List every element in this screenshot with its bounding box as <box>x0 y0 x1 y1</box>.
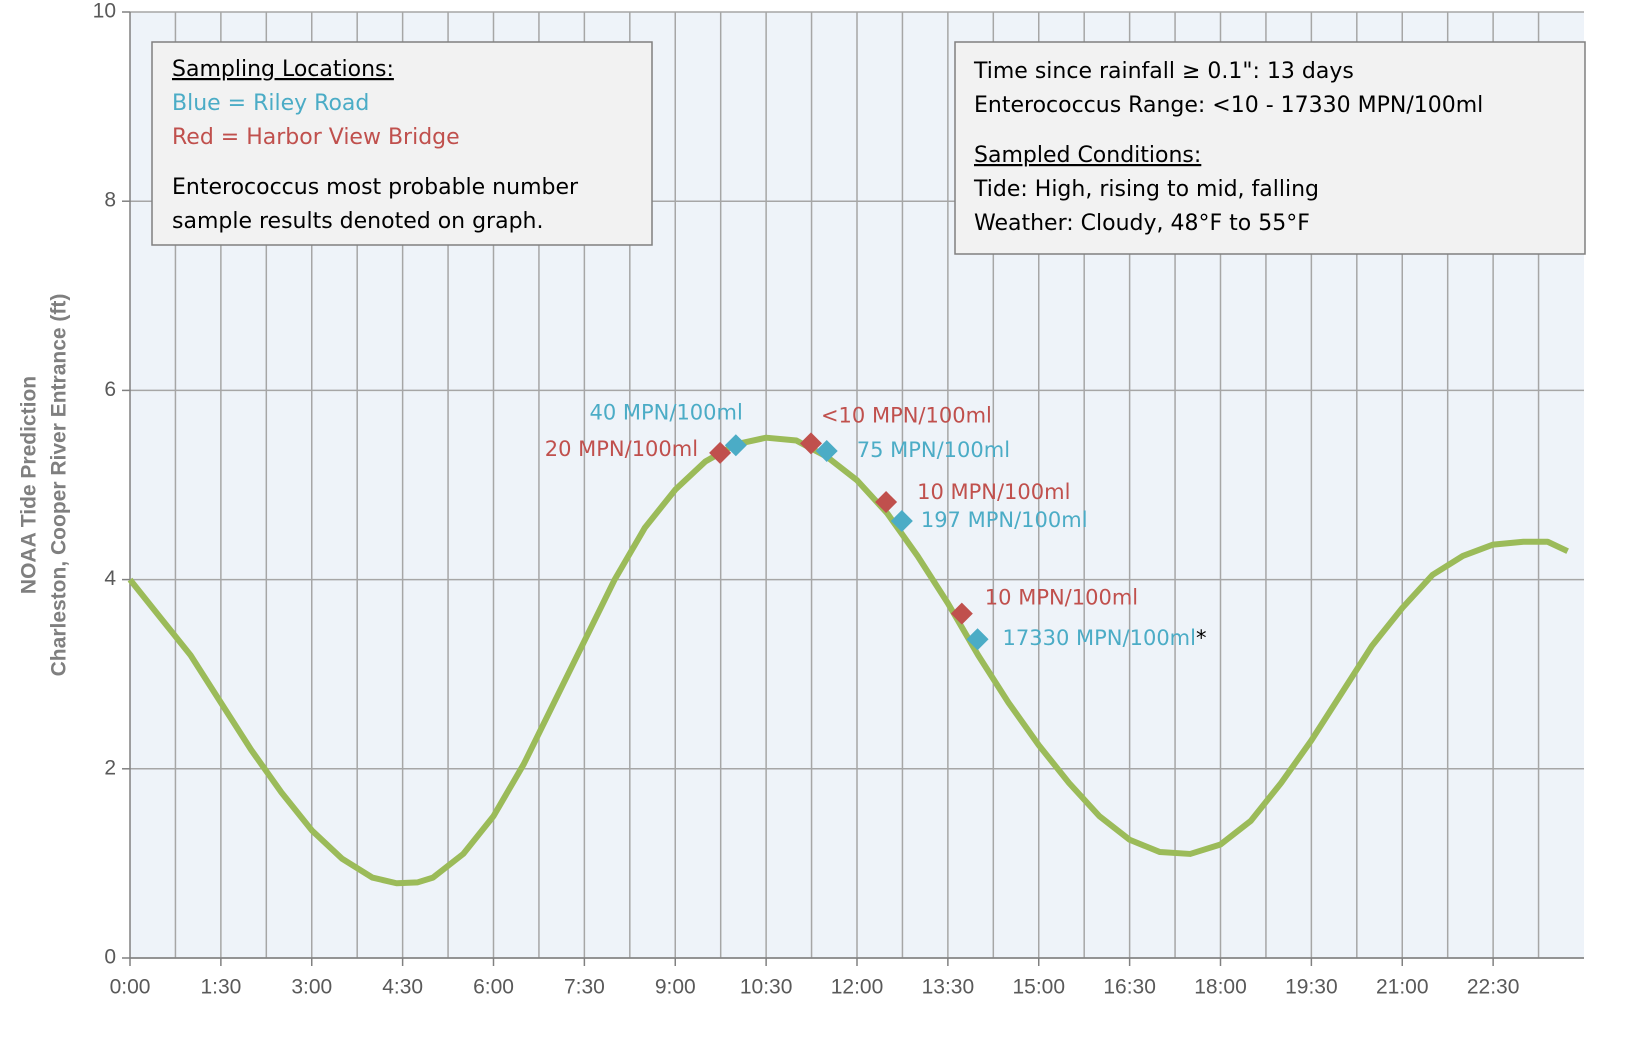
footnote-mark: * <box>1196 626 1207 650</box>
box-text: Time since rainfall ≥ 0.1": 13 days <box>973 59 1354 84</box>
sample-marker <box>890 509 913 532</box>
x-tick-label: 10:30 <box>740 976 793 999</box>
box-text: sample results denoted on graph. <box>172 209 544 234</box>
y-tick-label: 6 <box>104 378 116 401</box>
sample-marker <box>966 628 989 651</box>
legend-box <box>151 41 653 246</box>
sample-label: 10 MPN/100ml <box>985 586 1138 610</box>
box-text: Enterococcus most probable number <box>172 175 579 200</box>
box-text: Tide: High, rising to mid, falling <box>973 177 1319 202</box>
y-tick-label: 10 <box>93 0 116 23</box>
x-tick-label: 9:00 <box>655 976 696 999</box>
sample-label: 75 MPN/100ml <box>857 438 1010 462</box>
x-tick-label: 3:00 <box>291 976 332 999</box>
sample-marker <box>709 441 732 464</box>
x-tick-label: 15:00 <box>1012 976 1065 999</box>
y-tick-label: 0 <box>104 946 116 969</box>
box-text: Enterococcus Range: <10 - 17330 MPN/100m… <box>974 93 1483 118</box>
x-tick-label: 21:00 <box>1376 976 1429 999</box>
x-tick-label: 13:30 <box>922 976 975 999</box>
y-axis-title: NOAA Tide Prediction <box>18 376 41 594</box>
sample-label: 17330 MPN/100ml <box>1003 626 1196 650</box>
sample-marker <box>799 432 822 455</box>
x-tick-label: 7:30 <box>564 976 605 999</box>
box-heading: Sampling Locations: <box>172 57 394 82</box>
tide-line <box>127 434 1569 887</box>
y-axis-title: Charleston, Cooper River Entrance (ft) <box>48 294 71 677</box>
x-tick-label: 1:30 <box>200 976 241 999</box>
box-heading: Sampled Conditions: <box>974 143 1201 168</box>
sample-label: 10 MPN/100ml <box>917 480 1070 504</box>
x-tick-label: 12:00 <box>831 976 884 999</box>
info-box <box>954 41 1586 255</box>
sample-marker <box>724 434 747 457</box>
sample-label: 197 MPN/100ml <box>921 508 1088 532</box>
x-tick-label: 18:00 <box>1194 976 1247 999</box>
box-text: Blue = Riley Road <box>172 91 369 116</box>
sample-label: 40 MPN/100ml <box>589 400 742 424</box>
sample-marker <box>815 439 838 462</box>
box-text: Red = Harbor View Bridge <box>172 125 460 150</box>
sample-label: <10 MPN/100ml <box>821 403 992 427</box>
y-tick-label: 2 <box>104 756 116 779</box>
sample-marker <box>950 602 973 625</box>
x-tick-label: 4:30 <box>382 976 423 999</box>
box-text: Weather: Cloudy, 48°F to 55°F <box>974 211 1310 236</box>
sample-label: 20 MPN/100ml <box>545 437 698 461</box>
sample-marker <box>875 491 898 514</box>
x-tick-label: 6:00 <box>473 976 514 999</box>
x-tick-label: 16:30 <box>1103 976 1156 999</box>
x-tick-label: 22:30 <box>1467 976 1520 999</box>
y-tick-label: 8 <box>104 189 116 212</box>
x-tick-label: 0:00 <box>110 976 151 999</box>
y-tick-label: 4 <box>104 567 116 590</box>
x-tick-label: 19:30 <box>1285 976 1338 999</box>
